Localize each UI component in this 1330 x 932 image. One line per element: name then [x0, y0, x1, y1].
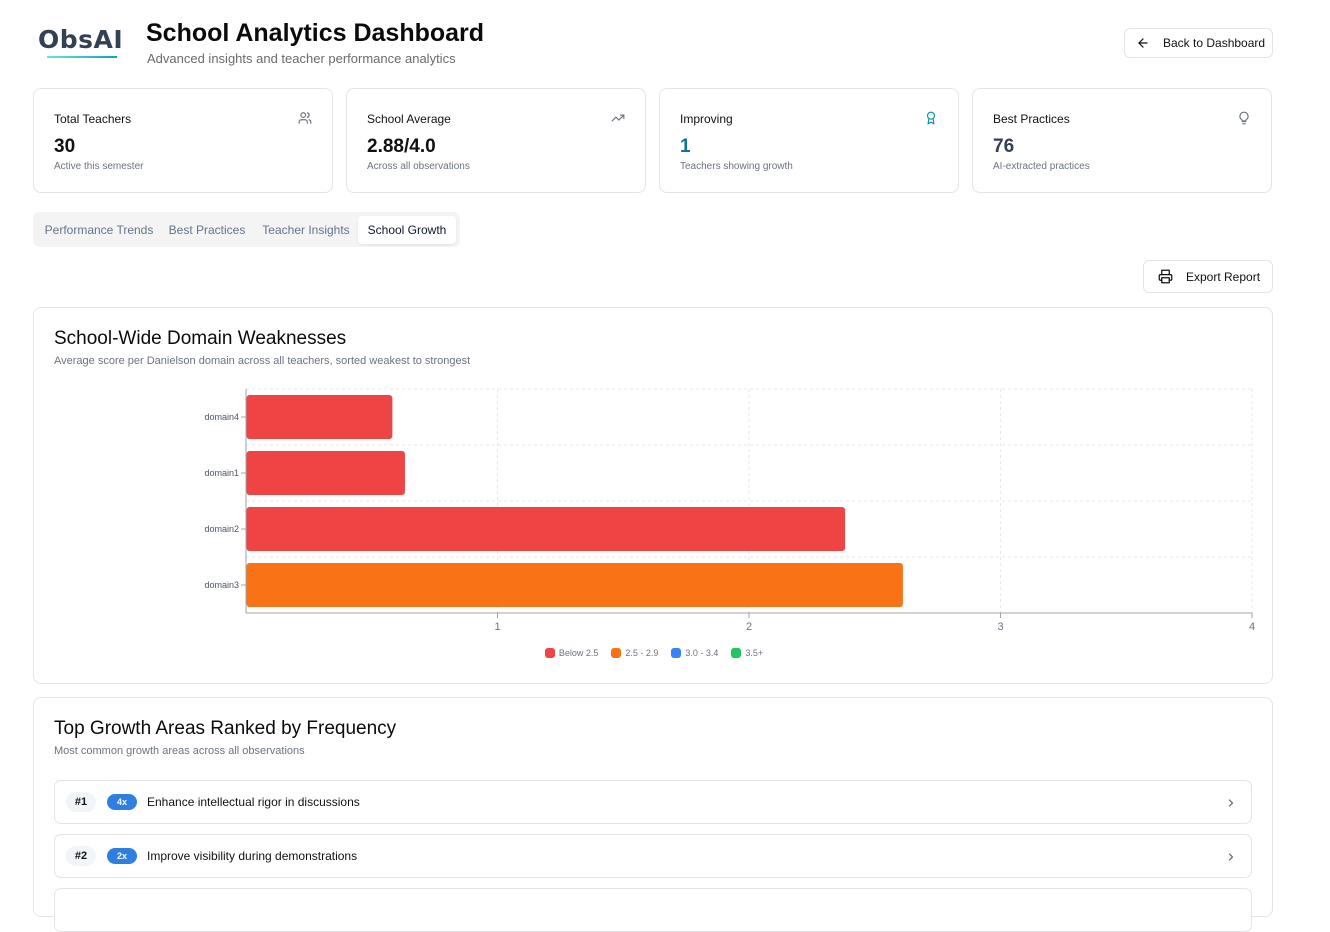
- stat-sub: AI-extracted practices: [993, 161, 1090, 172]
- back-button-label: Back to Dashboard: [1163, 36, 1266, 50]
- stat-label: School Average: [367, 112, 451, 126]
- tab-teacher-insights[interactable]: Teacher Insights: [262, 223, 350, 237]
- legend-item: 2.5 - 2.9: [611, 648, 658, 658]
- legend-swatch: [671, 648, 682, 658]
- stat-card-best-practices: Best Practices 76 AI-extracted practices: [972, 88, 1272, 193]
- stat-card-improving: Improving 1 Teachers showing growth: [659, 88, 959, 193]
- weakness-subtitle: Average score per Danielson domain acros…: [54, 355, 471, 367]
- stat-sub: Across all observations: [367, 161, 470, 172]
- page-header: ObsAI School Analytics Dashboard Advance…: [0, 0, 1330, 80]
- stat-card-total-teachers: Total Teachers 30 Active this semester: [33, 88, 333, 193]
- bar: [246, 395, 393, 439]
- legend-item: 3.5+: [731, 648, 763, 658]
- legend-label: Below 2.5: [558, 648, 599, 658]
- y-tick-label: domain2: [204, 524, 239, 534]
- frequency-badge: 2x: [107, 848, 137, 864]
- growth-areas-panel: Top Growth Areas Ranked by Frequency Mos…: [33, 697, 1273, 932]
- y-tick-label: domain3: [204, 580, 239, 590]
- stat-card-school-average: School Average 2.88/4.0 Across all obser…: [346, 88, 646, 193]
- y-tick-label: domain1: [204, 468, 239, 478]
- growth-area-row[interactable]: [54, 888, 1252, 932]
- stat-label: Best Practices: [993, 112, 1070, 126]
- bar: [246, 563, 903, 607]
- stat-label: Improving: [680, 112, 733, 126]
- legend-item: 3.0 - 3.4: [671, 648, 718, 658]
- logo-underline: [47, 56, 117, 58]
- award-icon: [924, 111, 938, 125]
- y-tick-label: domain4: [204, 412, 239, 422]
- stat-sub: Active this semester: [54, 161, 144, 172]
- legend-swatch: [544, 648, 555, 658]
- legend-label: 2.5 - 2.9: [625, 648, 659, 658]
- page-subtitle: Advanced insights and teacher performanc…: [147, 51, 456, 66]
- stat-value: 1: [680, 136, 691, 157]
- x-tick-label: 2: [746, 621, 752, 633]
- x-tick-label: 3: [997, 621, 1003, 633]
- legend-swatch: [731, 648, 742, 658]
- growth-area-row[interactable]: #1 4x Enhance intellectual rigor in disc…: [54, 780, 1252, 824]
- arrow-left-icon: [1136, 36, 1152, 50]
- bar: [246, 507, 846, 551]
- tab-best-practices[interactable]: Best Practices: [168, 223, 246, 237]
- back-to-dashboard-button[interactable]: Back to Dashboard: [1124, 28, 1273, 58]
- legend-item: Below 2.5: [544, 648, 599, 658]
- growth-area-text: Enhance intellectual rigor in discussion…: [147, 795, 360, 809]
- rank-badge: #1: [66, 792, 96, 812]
- legend-label: 3.0 - 3.4: [685, 648, 719, 658]
- chevron-right-icon: [1225, 850, 1237, 862]
- legend-swatch: [611, 648, 622, 658]
- users-icon: [298, 111, 312, 125]
- stat-value: 30: [54, 136, 76, 157]
- printer-icon: [1158, 269, 1174, 285]
- tab-school-growth[interactable]: School Growth: [358, 216, 456, 244]
- x-tick-label: 1: [494, 621, 500, 633]
- stat-sub: Teachers showing growth: [680, 161, 793, 172]
- page-title: School Analytics Dashboard: [146, 19, 485, 47]
- export-label: Export Report: [1186, 269, 1261, 284]
- stat-label: Total Teachers: [54, 112, 132, 126]
- trending-up-icon: [611, 111, 625, 125]
- logo-text: ObsAI: [38, 25, 124, 54]
- growth-area-text: Improve visibility during demonstrations: [147, 849, 358, 863]
- growth-title: Top Growth Areas Ranked by Frequency: [54, 718, 397, 739]
- domain-weakness-chart: 1 2 3 4 domain4 domain1 domain2 domain3: [204, 388, 1255, 633]
- lightbulb-icon: [1237, 111, 1251, 125]
- frequency-badge: 4x: [107, 794, 137, 810]
- weakness-title: School-Wide Domain Weaknesses: [54, 328, 347, 349]
- bar: [246, 451, 405, 495]
- stat-value: 2.88/4.0: [367, 136, 436, 157]
- x-tick-label: 4: [1249, 621, 1255, 633]
- stat-value: 76: [993, 136, 1015, 157]
- chevron-right-icon: [1225, 796, 1237, 808]
- tab-list: Performance Trends Best Practices Teache…: [33, 212, 460, 247]
- rank-badge: #2: [66, 846, 96, 866]
- export-report-button[interactable]: Export Report: [1143, 260, 1273, 293]
- growth-subtitle: Most common growth areas across all obse…: [54, 745, 305, 757]
- growth-area-row[interactable]: #2 2x Improve visibility during demonstr…: [54, 834, 1252, 878]
- chart-legend: Below 2.5 2.5 - 2.9 3.0 - 3.4 3.5+: [34, 648, 1274, 658]
- obsai-logo: ObsAI: [38, 26, 128, 62]
- stat-cards: Total Teachers 30 Active this semester S…: [33, 88, 1273, 193]
- legend-label: 3.5+: [745, 648, 764, 658]
- tab-performance-trends[interactable]: Performance Trends: [44, 223, 154, 237]
- domain-weakness-panel: School-Wide Domain Weaknesses Average sc…: [33, 307, 1273, 684]
